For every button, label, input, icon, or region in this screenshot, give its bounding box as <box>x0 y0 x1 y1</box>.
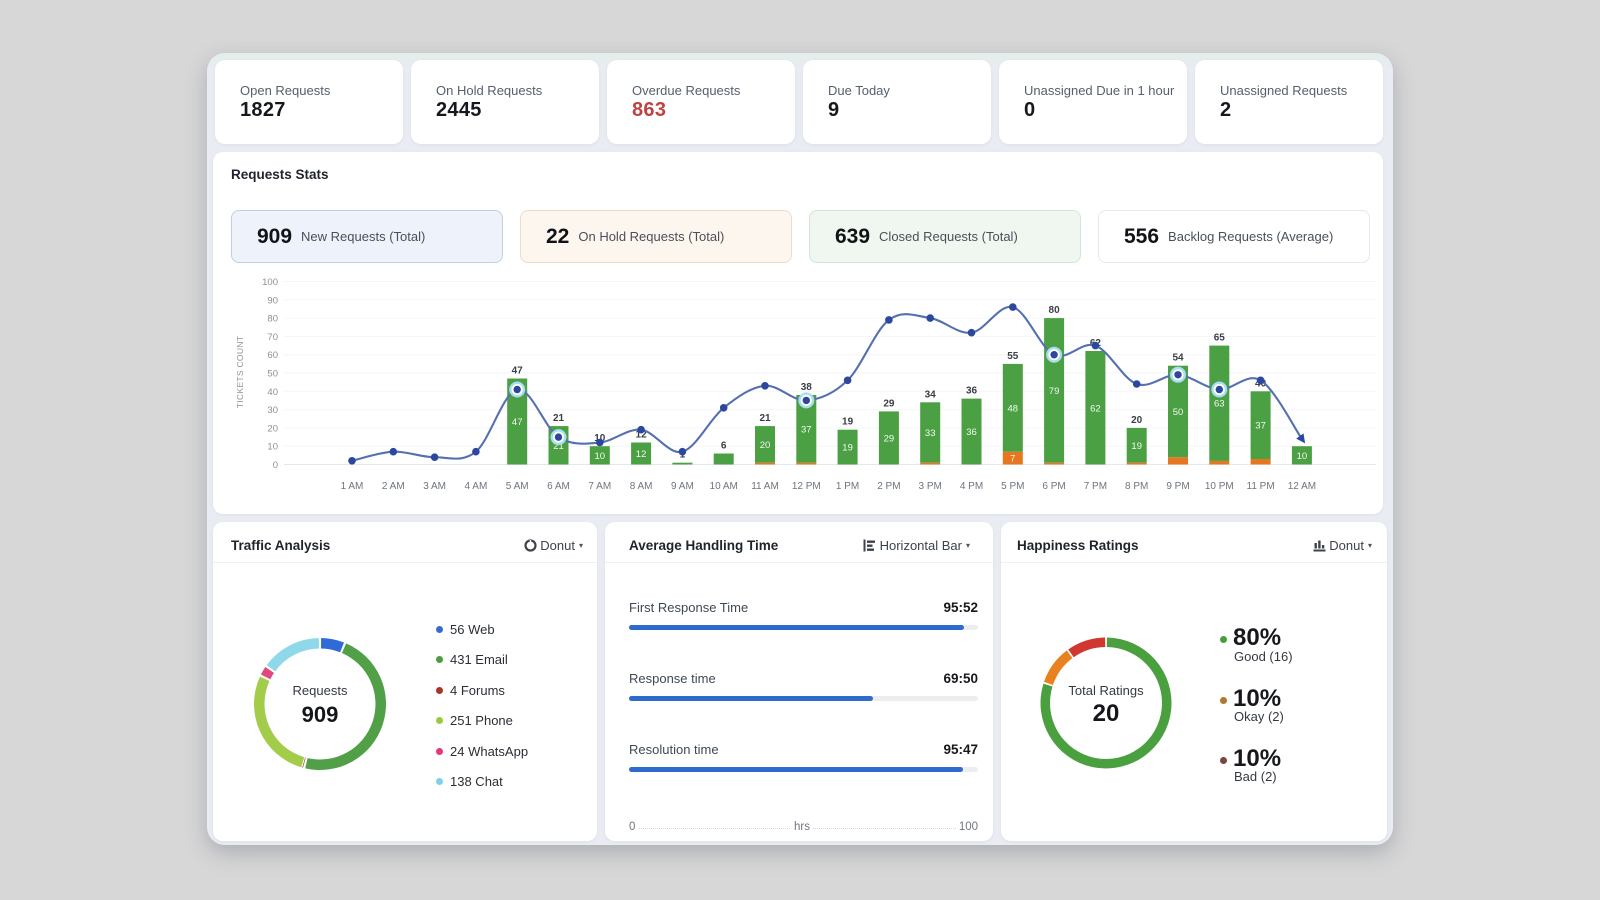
svg-text:7 AM: 7 AM <box>588 481 611 492</box>
svg-text:60: 60 <box>267 350 278 361</box>
svg-text:34: 34 <box>925 389 937 400</box>
svg-text:19: 19 <box>1131 441 1142 452</box>
svg-text:12: 12 <box>636 430 648 441</box>
svg-text:10: 10 <box>594 433 606 444</box>
svg-text:90: 90 <box>267 295 278 306</box>
svg-text:29: 29 <box>884 434 895 445</box>
svg-text:11 PM: 11 PM <box>1247 481 1275 492</box>
svg-text:6: 6 <box>721 441 727 452</box>
svg-text:8 PM: 8 PM <box>1125 481 1148 492</box>
svg-text:80: 80 <box>1049 305 1061 316</box>
svg-text:8 AM: 8 AM <box>630 481 653 492</box>
svg-text:30: 30 <box>267 405 278 416</box>
svg-text:3 PM: 3 PM <box>919 481 942 492</box>
svg-text:20: 20 <box>1131 415 1143 426</box>
svg-text:10 PM: 10 PM <box>1205 481 1234 492</box>
svg-text:5 AM: 5 AM <box>506 481 529 492</box>
svg-text:4 AM: 4 AM <box>465 481 488 492</box>
svg-text:5 PM: 5 PM <box>1001 481 1024 492</box>
svg-text:19: 19 <box>842 443 853 454</box>
svg-text:29: 29 <box>883 398 895 409</box>
svg-text:21: 21 <box>553 441 564 452</box>
svg-text:48: 48 <box>1008 403 1019 414</box>
svg-text:47: 47 <box>512 366 524 377</box>
svg-text:36: 36 <box>966 427 977 438</box>
svg-text:6 AM: 6 AM <box>547 481 570 492</box>
svg-text:79: 79 <box>1049 386 1060 397</box>
svg-text:11 AM: 11 AM <box>751 481 779 492</box>
svg-text:9 PM: 9 PM <box>1166 481 1189 492</box>
svg-text:12 PM: 12 PM <box>792 481 821 492</box>
svg-text:21: 21 <box>553 413 565 424</box>
svg-text:38: 38 <box>801 382 813 393</box>
svg-text:19: 19 <box>842 417 854 428</box>
svg-text:80: 80 <box>267 314 278 325</box>
svg-text:1 PM: 1 PM <box>836 481 859 492</box>
svg-text:100: 100 <box>262 277 278 288</box>
svg-text:12: 12 <box>636 449 647 460</box>
svg-text:4 PM: 4 PM <box>960 481 983 492</box>
svg-text:37: 37 <box>1255 421 1266 432</box>
svg-text:40: 40 <box>267 387 278 398</box>
svg-text:62: 62 <box>1090 403 1101 414</box>
svg-text:21: 21 <box>759 413 771 424</box>
svg-text:33: 33 <box>925 428 936 439</box>
svg-text:6 PM: 6 PM <box>1042 481 1065 492</box>
svg-text:20: 20 <box>760 440 771 451</box>
svg-text:36: 36 <box>966 386 978 397</box>
svg-text:7: 7 <box>1010 454 1015 465</box>
svg-text:2 AM: 2 AM <box>382 481 405 492</box>
svg-text:3 AM: 3 AM <box>423 481 446 492</box>
svg-text:50: 50 <box>267 369 278 380</box>
svg-text:10: 10 <box>267 442 278 453</box>
svg-text:55: 55 <box>1007 351 1019 362</box>
svg-text:TICKETS COUNT: TICKETS COUNT <box>235 336 245 408</box>
svg-text:65: 65 <box>1214 333 1226 344</box>
svg-text:0: 0 <box>273 460 278 471</box>
svg-text:10: 10 <box>595 451 606 462</box>
svg-text:63: 63 <box>1214 399 1225 410</box>
svg-text:9 AM: 9 AM <box>671 481 694 492</box>
svg-text:20: 20 <box>267 423 278 434</box>
svg-text:54: 54 <box>1172 353 1184 364</box>
svg-text:7 PM: 7 PM <box>1084 481 1107 492</box>
svg-text:37: 37 <box>801 424 812 435</box>
svg-text:10: 10 <box>1297 451 1308 462</box>
svg-text:50: 50 <box>1173 407 1184 418</box>
svg-text:10 AM: 10 AM <box>710 481 738 492</box>
svg-text:47: 47 <box>512 417 523 428</box>
svg-text:1 AM: 1 AM <box>341 481 364 492</box>
svg-text:2 PM: 2 PM <box>877 481 900 492</box>
svg-text:70: 70 <box>267 332 278 343</box>
svg-text:12 AM: 12 AM <box>1288 481 1316 492</box>
